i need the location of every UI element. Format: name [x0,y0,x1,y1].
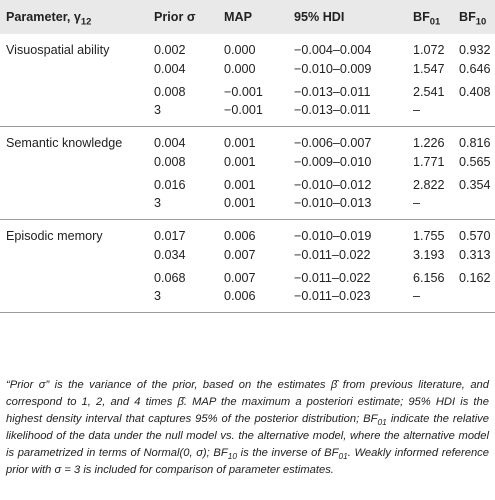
bf10-cell [455,103,495,127]
hdi-cell: −0.011–0.023 [294,289,371,303]
results-table-container: Parameter, γ12 Prior σ MAP 95% HDI BF01 … [0,0,495,313]
bf01-cell: 1.771 [413,154,445,169]
parameter-cell: Semantic knowledge [6,136,123,150]
table-row: Episodic memory 0.017 0.006 −0.010–0.019 1.7… [0,220,495,243]
map-cell: 0.001 [224,196,256,210]
header-map: MAP [224,10,252,24]
bf01-cell: 2.541 [413,84,445,99]
bf10-cell: 0.646 [459,61,491,76]
bf10-cell: 0.162 [459,270,491,285]
bf10-cell: 0.313 [459,247,491,262]
hdi-cell: −0.013–0.011 [294,103,371,117]
hdi-cell: −0.013–0.011 [294,84,371,99]
map-cell: −0.001 [224,103,263,117]
prior-cell: 0.004 [154,61,186,76]
bf01-cell: – [413,103,421,117]
hdi-cell: −0.006–0.007 [294,136,372,150]
parameter-cell [0,150,150,173]
parameter-cell: Episodic memory [6,229,103,243]
bf01-cell: 3.193 [413,247,445,262]
parameter-cell [0,57,150,80]
header-parameter: Parameter, γ12 [6,10,92,28]
bf10-cell: 0.816 [459,136,491,150]
table-row: 0.016 0.001 −0.010–0.012 2.822 0.354 [0,173,495,196]
prior-cell: 3 [154,196,162,210]
hdi-cell: −0.010–0.012 [294,177,372,192]
prior-cell: 0.016 [154,177,186,192]
table-header-row: Parameter, γ12 Prior σ MAP 95% HDI BF01 … [0,0,495,34]
table-row: 3 −0.001 −0.013–0.011 – [0,103,495,127]
hdi-cell: −0.011–0.022 [294,270,371,285]
bf01-cell: – [413,196,421,210]
map-cell: 0.006 [224,229,256,243]
table-row: 3 0.006 −0.011–0.023 – [0,289,495,313]
map-cell: 0.006 [224,289,256,303]
bf10-cell [455,196,495,220]
map-cell: 0.000 [224,43,256,57]
header-bf01: BF01 [413,10,441,28]
bf01-cell: 1.755 [413,229,445,243]
prior-cell: 0.034 [154,247,186,262]
prior-cell: 0.004 [154,136,186,150]
header-hdi: 95% HDI [294,10,345,24]
bf01-cell: 1.547 [413,61,445,76]
parameter-cell: Visuospatial ability [6,43,110,57]
bf01-cell: 1.226 [413,136,445,150]
map-cell: 0.007 [224,270,256,285]
prior-cell: 0.002 [154,43,186,57]
prior-cell: 0.008 [154,84,186,99]
parameter-cell [0,289,150,313]
map-cell: 0.007 [224,247,256,262]
bf10-cell: 0.565 [459,154,491,169]
results-table: Parameter, γ12 Prior σ MAP 95% HDI BF01 … [0,0,495,313]
prior-cell: 0.017 [154,229,186,243]
hdi-cell: −0.010–0.009 [294,61,372,76]
map-cell: 0.001 [224,154,256,169]
bf01-cell: 1.072 [413,43,445,57]
bf10-cell: 0.408 [459,84,491,99]
prior-cell: 0.068 [154,270,186,285]
hdi-cell: −0.010–0.019 [294,229,372,243]
map-cell: 0.001 [224,136,256,150]
header-prior: Prior σ [154,10,196,24]
bf10-cell: 0.354 [459,177,491,192]
parameter-cell [0,196,150,220]
bf01-cell: 6.156 [413,270,445,285]
prior-cell: 0.008 [154,154,186,169]
table-row: Visuospatial ability 0.002 0.000 −0.004–0.0… [0,34,495,57]
hdi-cell: −0.010–0.013 [294,196,372,210]
bf10-cell [455,289,495,313]
parameter-cell [0,103,150,127]
header-bf10: BF10 [459,10,487,28]
parameter-cell [0,80,150,103]
hdi-cell: −0.009–0.010 [294,154,372,169]
table-row: 0.008 0.001 −0.009–0.010 1.771 0.565 [0,150,495,173]
parameter-cell [0,266,150,289]
prior-cell: 3 [154,103,162,117]
bf10-cell: 0.932 [459,43,491,57]
table-footnote: “Prior σ” is the variance of the prior, … [6,379,489,476]
parameter-cell [0,173,150,196]
map-cell: 0.001 [224,177,256,192]
table-row: 0.068 0.007 −0.011–0.022 6.156 0.162 [0,266,495,289]
bf01-cell: – [413,289,421,303]
bf01-cell: 2.822 [413,177,445,192]
table-body: Visuospatial ability 0.002 0.000 −0.004–0.0… [0,34,495,313]
table-row: 0.034 0.007 −0.011–0.022 3.193 0.313 [0,243,495,266]
table-row: Semantic knowledge 0.004 0.001 −0.006–0.007… [0,127,495,150]
header-parameter-subscript: 12 [80,16,92,28]
bf10-cell: 0.570 [459,229,491,243]
map-cell: 0.000 [224,61,256,76]
hdi-cell: −0.004–0.004 [294,43,372,57]
hdi-cell: −0.011–0.022 [294,247,371,262]
table-row: 0.004 0.000 −0.010–0.009 1.547 0.646 [0,57,495,80]
table-row: 3 0.001 −0.010–0.013 – [0,196,495,220]
table-row: 0.008 −0.001 −0.013–0.011 2.541 0.408 [0,80,495,103]
parameter-cell [0,243,150,266]
prior-cell: 3 [154,289,162,303]
map-cell: −0.001 [224,84,263,99]
